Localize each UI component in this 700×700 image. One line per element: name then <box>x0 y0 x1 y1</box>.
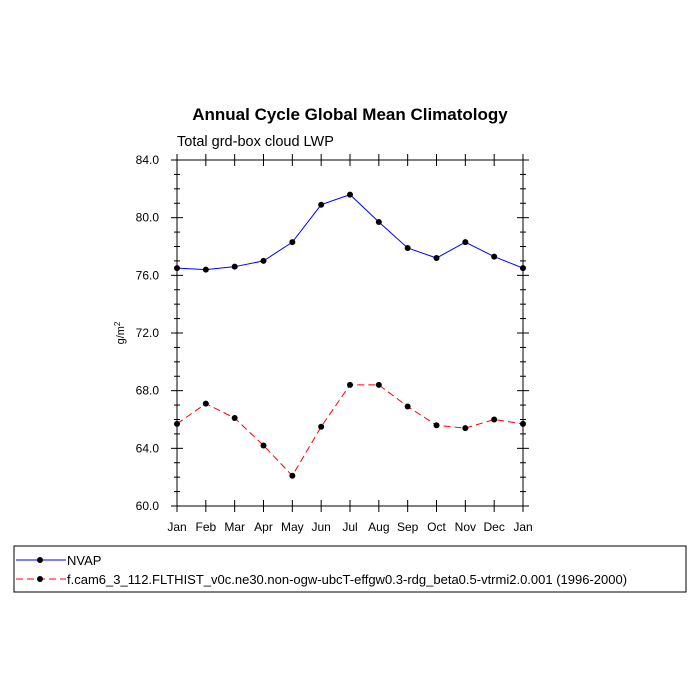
data-point <box>375 218 382 225</box>
data-point <box>260 257 267 264</box>
data-point <box>404 403 411 410</box>
data-point <box>289 239 296 246</box>
y-tick-label: 64.0 <box>136 441 160 455</box>
data-point <box>289 472 296 479</box>
y-axis-label: g/m2 <box>113 321 127 344</box>
data-point <box>260 442 267 449</box>
x-tick-label: Jan <box>513 520 532 534</box>
x-tick-label: Jul <box>342 520 357 534</box>
data-point <box>462 239 469 246</box>
legend-marker <box>37 576 43 582</box>
y-tick-label: 68.0 <box>136 384 160 398</box>
x-tick-label: Aug <box>368 520 389 534</box>
series-lines <box>176 194 524 477</box>
y-tick-label: 80.0 <box>136 211 160 225</box>
data-point <box>231 263 238 270</box>
data-point <box>491 416 498 423</box>
y-tick-label: 60.0 <box>136 499 160 513</box>
legend-box <box>13 545 687 593</box>
y-axis-label-text: g/m <box>115 326 127 344</box>
x-tick-label: Sep <box>397 520 419 534</box>
chart-subtitle: Total grd-box cloud LWP <box>177 134 334 150</box>
data-point <box>318 423 325 430</box>
x-tick-label: Jun <box>311 520 330 534</box>
data-point <box>433 422 440 429</box>
plot-frame <box>176 159 524 507</box>
legend: NVAP f.cam6_3_112.FLTHIST_v0c.ne30.non-og… <box>13 545 687 593</box>
data-point <box>491 253 498 260</box>
x-tick-label: Apr <box>254 520 273 534</box>
x-tick-label: Oct <box>427 520 446 534</box>
series-markers <box>174 191 526 479</box>
svg-text:g/m2: g/m2 <box>113 321 127 344</box>
y-tick-label: 76.0 <box>136 268 160 282</box>
x-tick-label: Nov <box>455 520 476 534</box>
data-point <box>231 415 238 422</box>
data-point <box>462 425 469 432</box>
x-tick-label: Mar <box>224 520 245 534</box>
series-line-1 <box>176 384 524 477</box>
y-axis-label-superscript: 2 <box>113 321 122 326</box>
series-line-0 <box>176 194 524 271</box>
legend-label: f.cam6_3_112.FLTHIST_v0c.ne30.non-ogw-ub… <box>67 572 627 587</box>
chart-title: Annual Cycle Global Mean Climatology <box>192 105 508 124</box>
x-tick-label: May <box>281 520 304 534</box>
data-point <box>347 191 353 198</box>
data-point <box>202 266 209 273</box>
y-tick-label: 72.0 <box>136 326 160 340</box>
x-tick-label: Feb <box>195 520 216 534</box>
x-tick-labels: Jan Feb Mar Apr May Jun Jul Aug Sep Oct Nov Dec Jan <box>167 520 532 534</box>
legend-label: NVAP <box>67 553 101 568</box>
legend-marker <box>37 557 43 563</box>
data-point <box>404 244 411 251</box>
data-point <box>347 381 353 388</box>
axis-ticks <box>171 154 529 512</box>
data-point <box>202 400 209 407</box>
y-tick-label: 84.0 <box>136 153 160 167</box>
data-point <box>433 255 440 262</box>
data-point <box>318 201 325 208</box>
x-tick-label: Jan <box>167 520 186 534</box>
y-tick-labels: 60.0 64.0 68.0 72.0 76.0 80.0 84.0 <box>136 153 160 513</box>
x-tick-label: Dec <box>483 520 504 534</box>
data-point <box>375 381 382 388</box>
